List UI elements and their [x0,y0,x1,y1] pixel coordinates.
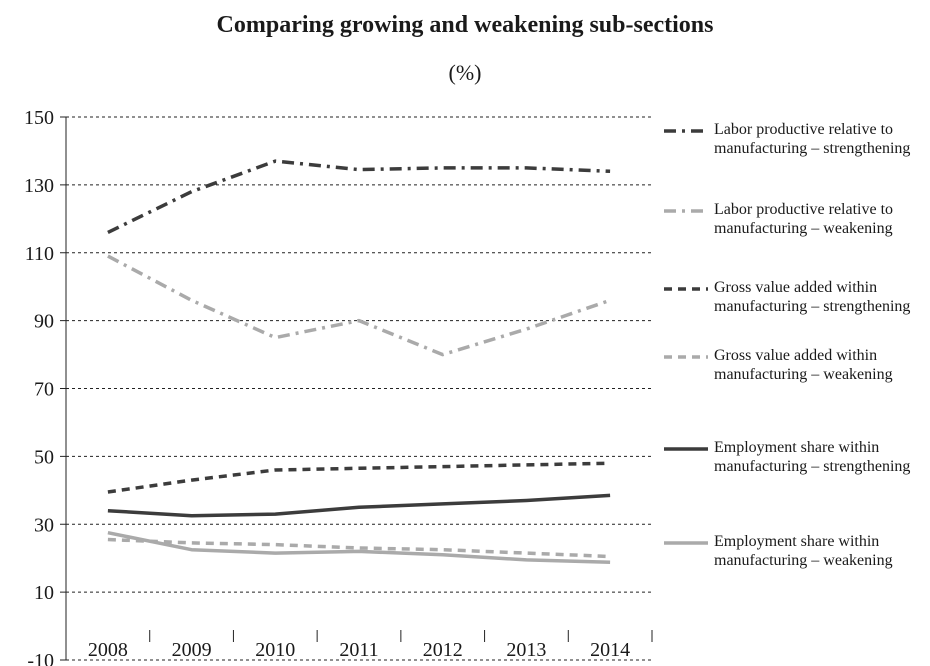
legend-label: Employment share within manufacturing – … [714,439,911,475]
chart-unit-label: (%) [448,60,482,85]
legend-label: Gross value added within manufacturing –… [714,279,911,315]
legend-swatch [664,446,708,451]
legend-item: Employment share within manufacturing – … [664,438,930,498]
y-tick-label: 150 [24,107,54,129]
legend-label: Gross value added within manufacturing –… [714,347,893,383]
y-tick-label: 10 [34,582,54,604]
gridlines [66,116,652,661]
y-tick-label: 130 [24,175,54,197]
y-tick-label: 110 [25,243,54,265]
legend-item: Gross value added within manufacturing –… [664,346,930,406]
series-line-3 [107,461,611,494]
x-tick-label: 2013 [506,639,546,661]
x-tick-label: 2014 [590,639,630,661]
legend-item: Labor productive relative to manufacturi… [664,120,930,180]
x-tick-label: 2011 [339,639,378,661]
legend-label: Labor productive relative to manufacturi… [714,121,911,157]
legend-label: Labor productive relative to manufacturi… [714,201,894,237]
legend-swatch [664,128,708,133]
y-tick-labels: -10 10 30 50 70 90 110 130 150 [24,107,54,666]
x-tick-label: 2010 [255,639,295,661]
x-tick-label: 2008 [88,639,128,661]
legend-swatch [664,354,708,359]
legend-swatch [664,208,708,213]
legend-item: Gross value added within manufacturing –… [664,278,930,338]
y-tick-label: 30 [34,514,54,536]
legend-item: Employment share within manufacturing – … [664,532,930,592]
legend-label: Employment share within manufacturing – … [714,533,893,569]
series-lines [107,159,611,565]
y-tick-label: 90 [34,311,54,333]
legend-swatch [664,286,708,291]
series-line-2 [107,254,611,357]
x-tick-label: 2009 [172,639,212,661]
series-line-6 [107,530,611,565]
legend-item: Labor productive relative to manufacturi… [664,200,930,260]
y-tick-label: 50 [34,446,54,468]
legend-swatch [664,540,708,545]
series-line-1 [107,159,611,234]
chart-title: Comparing growing and weakening sub-sect… [216,12,714,38]
x-tick-labels: 2008 2009 2010 2011 2012 2013 2014 [88,639,630,661]
x-tick-label: 2012 [423,639,463,661]
y-tick-label: -10 [27,650,54,666]
series-line-5 [107,493,611,518]
axes [60,116,653,661]
y-tick-label: 70 [34,379,54,401]
